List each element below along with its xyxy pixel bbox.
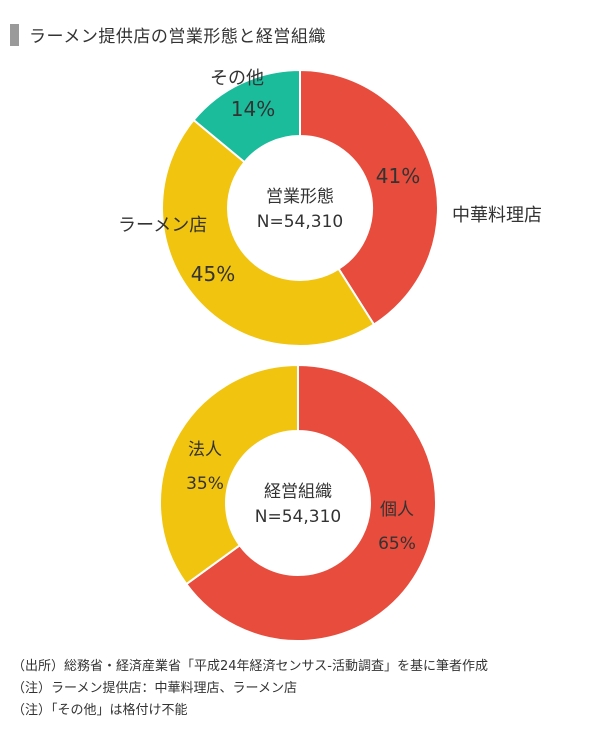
donut-charts: 営業形態 N=54,310 中華料理店 41% ラーメン店 45% その他 14% 経営組織 N=… xyxy=(118,68,542,642)
donut-0-center-label: 営業形態 xyxy=(266,187,334,207)
slice-label-ramen: ラーメン店 xyxy=(118,215,207,236)
slice-label-hojin: 法人 xyxy=(188,440,222,460)
title-accent-bar xyxy=(10,23,19,46)
slice-value-hojin: 35% xyxy=(186,474,224,494)
note-ramen-definition: （注）ラーメン提供店：中華料理店、ラーメン店 xyxy=(12,681,297,696)
chart-title: ラーメン提供店の営業形態と経営組織 xyxy=(29,27,326,47)
slice-value-ramen: 45% xyxy=(191,262,235,286)
note-other-definition: （注）「その他」は格付け不能 xyxy=(12,703,188,718)
slice-value-kojin: 65% xyxy=(378,534,416,554)
slice-value-chuka: 41% xyxy=(376,164,420,188)
slice-label-chuka: 中華料理店 xyxy=(452,205,542,226)
donut-0-total-label: N=54,310 xyxy=(257,212,343,232)
donut-0-slice-2 xyxy=(192,68,301,164)
chart-title-block: ラーメン提供店の営業形態と経営組織 xyxy=(10,22,326,47)
donut-1-slice-0 xyxy=(184,363,437,642)
slice-label-kojin: 個人 xyxy=(380,500,414,520)
slice-label-other: その他 xyxy=(210,68,264,89)
note-source: （出所）総務省・経済産業省「平成24年経済センサス‐活動調査」を基に筆者作成 xyxy=(12,659,488,674)
footnotes: （出所）総務省・経済産業省「平成24年経済センサス‐活動調査」を基に筆者作成 （… xyxy=(12,656,488,722)
donut-1-center-label: 経営組織 xyxy=(264,482,332,502)
slice-value-other: 14% xyxy=(231,97,275,121)
donut-0-slice-1 xyxy=(161,118,376,347)
donut-0-slice-0 xyxy=(299,68,439,326)
donut-1-slice-1 xyxy=(159,363,299,586)
donut-1-total-label: N=54,310 xyxy=(255,507,341,527)
